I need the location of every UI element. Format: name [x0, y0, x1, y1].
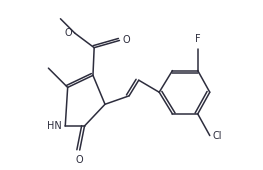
- Text: HN: HN: [47, 121, 62, 131]
- Text: F: F: [195, 33, 201, 44]
- Text: O: O: [76, 155, 84, 165]
- Text: O: O: [122, 35, 130, 45]
- Text: O: O: [65, 28, 73, 38]
- Text: Cl: Cl: [213, 131, 222, 141]
